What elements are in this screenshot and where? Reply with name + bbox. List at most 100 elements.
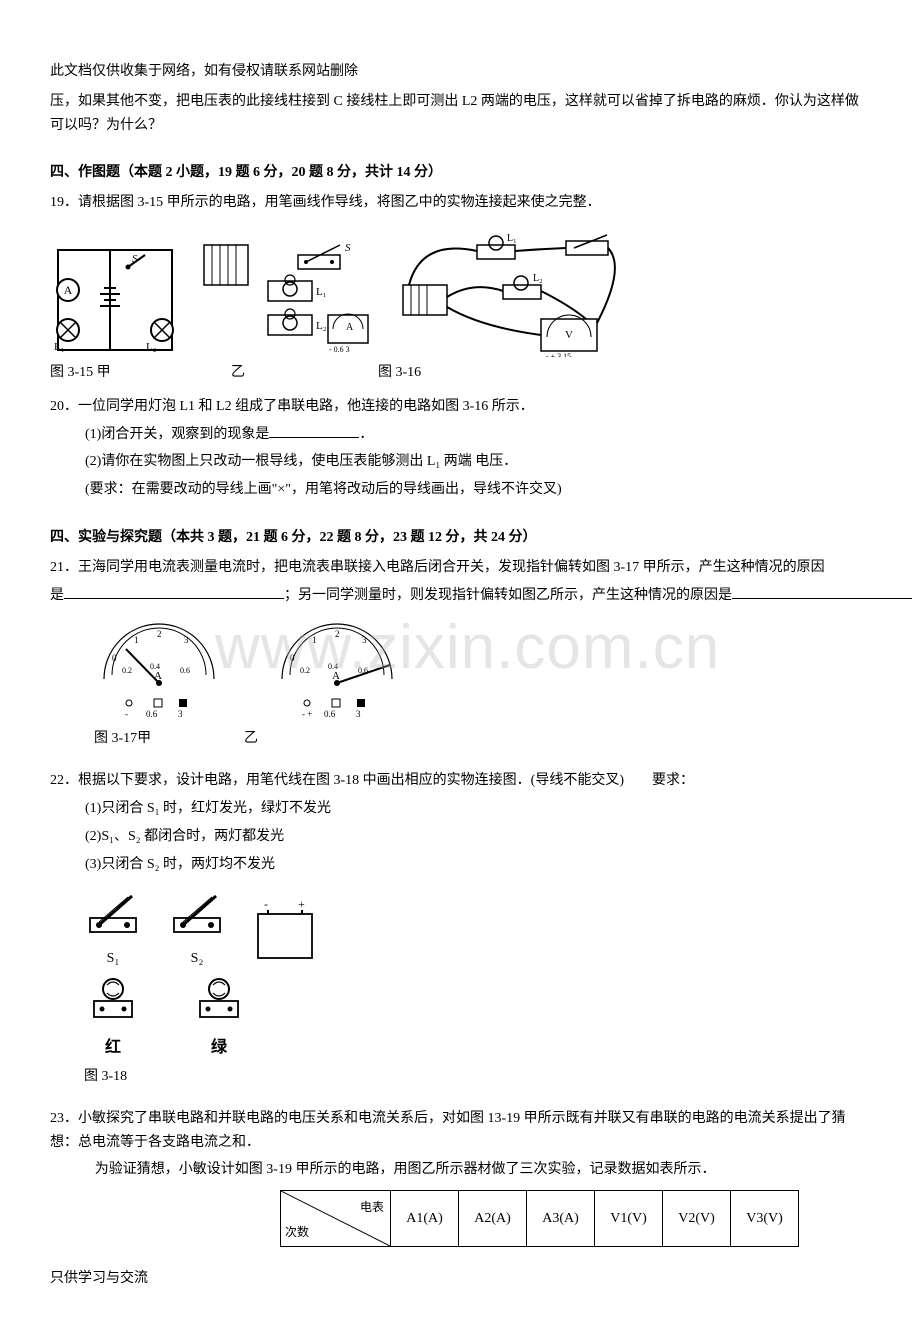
fig-label-yi: 乙: [158, 361, 318, 385]
q20-p1-pre: (1)闭合开关，观察到的现象是: [85, 427, 269, 442]
svg-text:1: 1: [134, 635, 139, 645]
table-header: A1(A): [391, 1191, 459, 1247]
table-diag-header: 电表 次数: [281, 1191, 391, 1247]
svg-text:L₂: L₂: [316, 320, 327, 332]
q22-p2: (2)S₁、S₂ 都闭合时，两灯都发光: [50, 825, 870, 849]
svg-text:S: S: [345, 242, 351, 254]
q20-stem: 20．一位同学用灯泡 L1 和 L2 组成了串联电路，他连接的电路如图 3-16…: [50, 395, 870, 419]
svg-text:L₂: L₂: [533, 273, 543, 284]
gauge-label-yi: 乙: [244, 727, 304, 751]
lamp-green: 绿: [190, 975, 248, 1061]
fig-3-15-jia: A L₁ S L₂: [50, 242, 180, 357]
svg-text:2: 2: [157, 629, 162, 639]
svg-text:3: 3: [362, 635, 367, 645]
components-row-22: S₁ S₂ - +: [84, 886, 870, 971]
svg-text:V: V: [565, 329, 573, 341]
switch-icon: [168, 886, 226, 936]
svg-text:A: A: [154, 670, 162, 682]
svg-text:0.2: 0.2: [300, 666, 310, 675]
q21-b-pre: 是: [50, 588, 64, 603]
table-header: V3(V): [731, 1191, 799, 1247]
lamps-row-22: 红 绿: [84, 975, 870, 1061]
diag-bot-label: 次数: [285, 1222, 309, 1242]
q19-stem: 19．请根据图 3-15 甲所示的电路，用笔画线作导线，将图乙中的实物连接起来使…: [50, 191, 870, 215]
svg-text:-: -: [125, 709, 128, 719]
svg-text:L₁: L₁: [54, 341, 65, 353]
table-row: 电表 次数 A1(A) A2(A) A3(A) V1(V) V2(V) V3(V…: [281, 1191, 799, 1247]
lamp-red: 红: [84, 975, 142, 1061]
lamp-green-label: 绿: [190, 1034, 248, 1061]
svg-text:A: A: [332, 670, 340, 682]
components-icon: S L₁ L₂ A - 0.6 3: [198, 237, 373, 357]
q22-p3: (3)只闭合 S₂ 时，两灯均不发光: [50, 853, 870, 877]
q21-line-a: 21．王海同学用电流表测量电流时，把电流表串联接入电路后闭合开关，发现指针偏转如…: [50, 556, 870, 580]
figure-row-19: A L₁ S L₂: [50, 227, 870, 357]
svg-text:L₁: L₁: [507, 233, 517, 244]
fig-label-3-16: 图 3-16: [378, 361, 498, 385]
fig-3-16: L₁ L₂ V - + 3 15: [391, 227, 631, 357]
wiring-diagram-icon: L₁ L₂ V - + 3 15: [391, 227, 631, 357]
battery-icon: - +: [252, 900, 318, 962]
data-table: 电表 次数 A1(A) A2(A) A3(A) V1(V) V2(V) V3(V…: [280, 1190, 799, 1247]
intro-paragraph: 压，如果其他不变，把电压表的此接线柱接到 C 接线柱上即可测出 L2 两端的电压…: [50, 90, 870, 138]
svg-text:- + 3 15: - + 3 15: [546, 352, 571, 357]
blank-field: [732, 585, 912, 599]
switch-icon: [84, 886, 142, 936]
fig-label-3-15-jia: 图 3-15 甲: [50, 361, 158, 385]
ammeter-gauge-yi-icon: 0 1 2 3 0.2 0.4 0.6 A - + 0.6 3: [262, 621, 412, 721]
q21-line-b: 是 ；另一同学测量时，则发现指针偏转如图乙所示，产生这种情况的原因是: [50, 584, 870, 608]
ammeter-gauge-jia-icon: 0 1 2 3 0.2 0.4 0.6 A - 0.6 3: [84, 621, 234, 721]
svg-text:S: S: [132, 253, 138, 265]
section-5-title: 四、实验与探究题（本共 3 题，21 题 6 分，22 题 8 分，23 题 1…: [50, 526, 870, 550]
table-header: V2(V): [663, 1191, 731, 1247]
blank-field: [269, 424, 359, 438]
fig-3-18-label: 图 3-18: [84, 1065, 870, 1089]
q20-p3: (要求：在需要改动的导线上画"×"，用笔将改动后的导线画出，导线不许交叉): [50, 478, 870, 502]
svg-text:L₂: L₂: [146, 341, 157, 353]
svg-text:A: A: [346, 322, 354, 333]
svg-text:- 0.6 3: - 0.6 3: [329, 345, 350, 354]
svg-text:0: 0: [112, 653, 117, 663]
svg-text:0.6: 0.6: [180, 666, 190, 675]
svg-text:3: 3: [184, 635, 189, 645]
svg-text:- +: - +: [302, 709, 312, 719]
diag-top-label: 电表: [360, 1197, 384, 1217]
svg-text:0: 0: [290, 653, 295, 663]
schematic-circuit-icon: A L₁ S L₂: [50, 242, 180, 357]
gauge-row: 0 1 2 3 0.2 0.4 0.6 A - 0.6 3 0 1 2 3 0.…: [84, 621, 870, 721]
lamp-icon: [190, 975, 248, 1023]
q23-p2: 为验证猜想，小敏设计如图 3-19 甲所示的电路，用图乙所示器材做了三次实验，记…: [50, 1158, 870, 1182]
svg-text:0.6: 0.6: [146, 709, 158, 719]
table-header: A2(A): [459, 1191, 527, 1247]
battery-box: - +: [252, 900, 318, 971]
q20-p1: (1)闭合开关，观察到的现象是．: [50, 423, 870, 447]
gauge-label-jia: 图 3-17甲: [94, 727, 244, 751]
q21-b-mid: ；另一同学测量时，则发现指针偏转如图乙所示，产生这种情况的原因是: [284, 588, 732, 603]
svg-text:0.2: 0.2: [122, 666, 132, 675]
svg-text:+: +: [298, 900, 305, 911]
q20-p2: (2)请你在实物图上只改动一根导线，使电压表能够测出 L₁ 两端 电压．: [50, 450, 870, 474]
table-header: V1(V): [595, 1191, 663, 1247]
svg-text:A: A: [64, 283, 73, 297]
switch-s1-label: S₁: [84, 947, 142, 971]
blank-field: [64, 585, 284, 599]
page-footer-note: 只供学习与交流: [50, 1267, 870, 1291]
switch-s2: S₂: [168, 886, 226, 971]
lamp-red-label: 红: [84, 1034, 142, 1061]
svg-text:3: 3: [178, 709, 183, 719]
svg-text:-: -: [264, 900, 268, 911]
svg-text:1: 1: [312, 635, 317, 645]
switch-s2-label: S₂: [168, 947, 226, 971]
q22-stem: 22．根据以下要求，设计电路，用笔代线在图 3-18 中画出相应的实物连接图．(…: [50, 769, 870, 793]
gauge-labels: 图 3-17甲 乙: [94, 727, 870, 751]
q23-p1: 23．小敏探究了串联电路和并联电路的电压关系和电流关系后，对如图 13-19 甲…: [50, 1107, 870, 1155]
svg-text:0.6: 0.6: [324, 709, 336, 719]
svg-text:3: 3: [356, 709, 361, 719]
page-header-note: 此文档仅供收集于网络，如有侵权请联系网站删除: [50, 60, 870, 84]
section-4-title: 四、作图题（本题 2 小题，19 题 6 分，20 题 8 分，共计 14 分）: [50, 161, 870, 185]
q22-p1: (1)只闭合 S₁ 时，红灯发光，绿灯不发光: [50, 797, 870, 821]
table-header: A3(A): [527, 1191, 595, 1247]
svg-text:0.6: 0.6: [358, 666, 368, 675]
svg-text:2: 2: [335, 629, 340, 639]
svg-text:L₁: L₁: [316, 286, 327, 298]
